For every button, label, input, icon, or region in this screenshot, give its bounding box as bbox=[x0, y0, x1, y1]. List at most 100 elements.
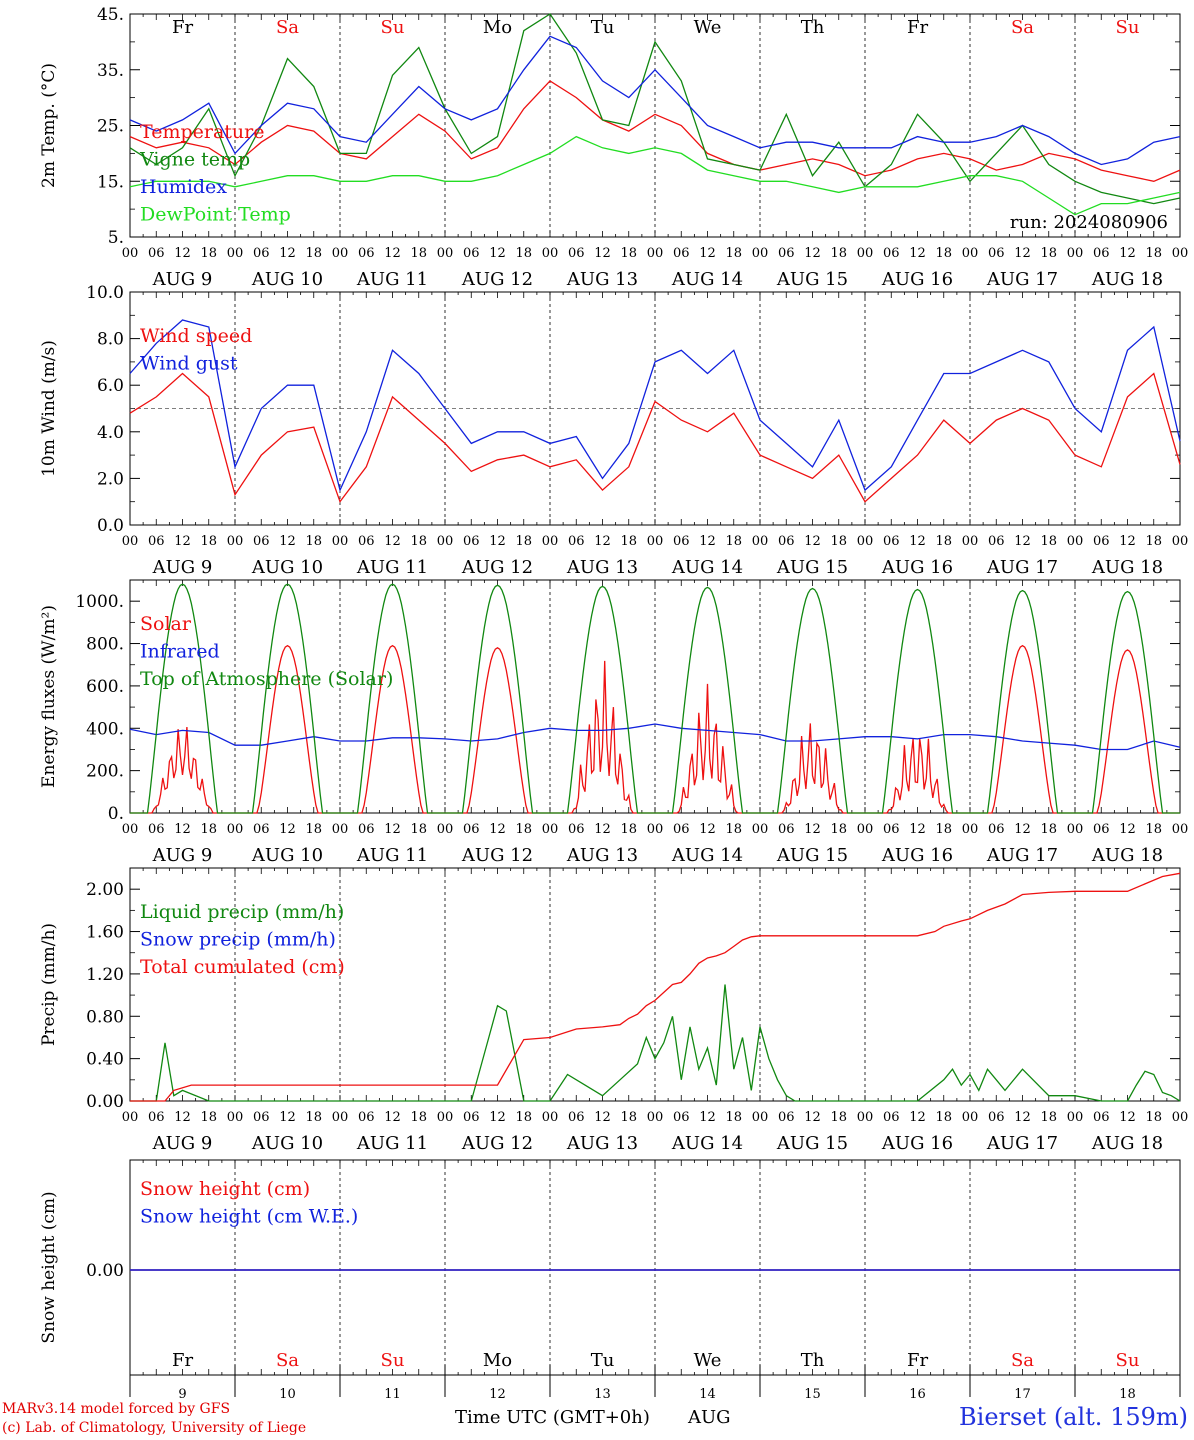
panel2-hour-label: 12 bbox=[909, 534, 926, 549]
panel4-hour-label: 18 bbox=[410, 1110, 427, 1125]
panel2-legend-wind-gust: Wind gust bbox=[140, 353, 238, 375]
panel1-hour-label: 12 bbox=[1119, 246, 1136, 261]
panel2-hour-label: 00 bbox=[227, 534, 244, 549]
panel3-hour-label: 06 bbox=[988, 822, 1005, 837]
panel1-hour-label: 12 bbox=[699, 246, 716, 261]
panel3-hour-label: 00 bbox=[857, 822, 874, 837]
panel3-date-label: AUG 15 bbox=[776, 845, 848, 866]
panel2-date-label: AUG 14 bbox=[671, 557, 743, 578]
panel2-hour-label: 00 bbox=[1172, 534, 1189, 549]
panel2-hour-label: 00 bbox=[962, 534, 979, 549]
panel2-hour-label: 18 bbox=[515, 534, 532, 549]
panel5-day-name: Tu bbox=[591, 1350, 615, 1371]
panel2-y-tick-label: 4.0 bbox=[97, 423, 124, 443]
panel1-hour-label: 06 bbox=[673, 246, 690, 261]
panel1-day-name: We bbox=[694, 17, 722, 38]
panel2-hour-label: 06 bbox=[463, 534, 480, 549]
panel2-date-label: AUG 17 bbox=[986, 557, 1058, 578]
panel4-hour-label: 12 bbox=[1014, 1110, 1031, 1125]
panel3-hour-label: 00 bbox=[647, 822, 664, 837]
panel3-date-label: AUG 14 bbox=[671, 845, 743, 866]
panel3-hour-label: 12 bbox=[1014, 822, 1031, 837]
panel3-date-label: AUG 11 bbox=[356, 845, 428, 866]
panel2-hour-label: 00 bbox=[752, 534, 769, 549]
site-label: Bierset (alt. 159m) bbox=[959, 1403, 1188, 1431]
panel3-hour-label: 18 bbox=[305, 822, 322, 837]
panel1-day-name: Mo bbox=[483, 17, 512, 38]
panel1-legend-vigne-temp: Vigne temp bbox=[139, 149, 250, 171]
panel2-hour-label: 18 bbox=[200, 534, 217, 549]
panel2-hour-label: 06 bbox=[883, 534, 900, 549]
panel4-legend-liquid-precip-mm-h: Liquid precip (mm/h) bbox=[140, 901, 344, 923]
panel2-date-label: AUG 16 bbox=[881, 557, 953, 578]
panel3-hour-label: 06 bbox=[463, 822, 480, 837]
panel4-date-label: AUG 15 bbox=[776, 1133, 848, 1154]
panel4-hour-label: 18 bbox=[1145, 1110, 1162, 1125]
panel1-date-label: AUG 12 bbox=[461, 269, 533, 290]
panel4-hour-label: 06 bbox=[883, 1110, 900, 1125]
panel3-hour-label: 18 bbox=[620, 822, 637, 837]
panel2-hour-label: 06 bbox=[568, 534, 585, 549]
panel2-series-wind-gust bbox=[129, 319, 1181, 493]
panel3-hour-label: 06 bbox=[1093, 822, 1110, 837]
panel2-date-label: AUG 11 bbox=[356, 557, 428, 578]
panel1-day-name: Sa bbox=[276, 17, 299, 38]
panel3-hour-label: 06 bbox=[148, 822, 165, 837]
panel2-y-tick-label: 10.0 bbox=[86, 283, 124, 303]
panel1-legend-humidex: Humidex bbox=[140, 176, 227, 198]
panel2-hour-label: 18 bbox=[935, 534, 952, 549]
panel4-legend-snow-precip-mm-h: Snow precip (mm/h) bbox=[140, 929, 336, 951]
panel2-hour-label: 12 bbox=[174, 534, 191, 549]
panel2-hour-label: 12 bbox=[489, 534, 506, 549]
panel2-hour-label: 18 bbox=[1040, 534, 1057, 549]
panel4-hour-label: 06 bbox=[778, 1110, 795, 1125]
panel2-hour-label: 00 bbox=[542, 534, 559, 549]
panel1-hour-label: 12 bbox=[174, 246, 191, 261]
panel3-hour-label: 00 bbox=[752, 822, 769, 837]
panel3-hour-label: 12 bbox=[384, 822, 401, 837]
panel3-date-label: AUG 18 bbox=[1091, 845, 1163, 866]
panel1-series-vigne-temp bbox=[129, 13, 1181, 205]
panel3-hour-label: 00 bbox=[437, 822, 454, 837]
panel4-y-tick-label: 0.00 bbox=[86, 1092, 124, 1112]
panel3-y-tick-label: 0. bbox=[108, 804, 124, 824]
panel2-series-wind-speed bbox=[129, 372, 1181, 504]
panel1-y-tick-label: 15. bbox=[97, 172, 124, 192]
panel4-hour-label: 12 bbox=[909, 1110, 926, 1125]
panel4-hour-label: 00 bbox=[542, 1110, 559, 1125]
panel4-hour-label: 12 bbox=[699, 1110, 716, 1125]
panel1-hour-label: 00 bbox=[1067, 246, 1084, 261]
panel4-hour-label: 06 bbox=[568, 1110, 585, 1125]
panel1-hour-label: 06 bbox=[778, 246, 795, 261]
panel1-hour-label: 06 bbox=[463, 246, 480, 261]
panel3-hour-label: 00 bbox=[332, 822, 349, 837]
panel3-hour-label: 18 bbox=[935, 822, 952, 837]
bottom-date-number: 16 bbox=[909, 1387, 926, 1402]
panel3-hour-label: 00 bbox=[1172, 822, 1189, 837]
bottom-date-number: 11 bbox=[384, 1387, 401, 1402]
panel1-y-tick-label: 35. bbox=[97, 61, 124, 81]
panel1-hour-label: 06 bbox=[253, 246, 270, 261]
panel1-y-tick-label: 25. bbox=[97, 117, 124, 137]
panel2-hour-label: 06 bbox=[253, 534, 270, 549]
panel3-hour-label: 06 bbox=[883, 822, 900, 837]
panel2-date-label: AUG 10 bbox=[251, 557, 323, 578]
panel4-legend-total-cumulated-cm: Total cumulated (cm) bbox=[140, 956, 345, 978]
panel4-hour-label: 06 bbox=[988, 1110, 1005, 1125]
panel4-date-label: AUG 17 bbox=[986, 1133, 1058, 1154]
panel1-hour-label: 00 bbox=[857, 246, 874, 261]
panel2-hour-label: 12 bbox=[699, 534, 716, 549]
panel1-hour-label: 12 bbox=[1014, 246, 1031, 261]
credit-lab: (c) Lab. of Climatology, University of L… bbox=[2, 1420, 307, 1436]
panel1-hour-label: 00 bbox=[1172, 246, 1189, 261]
panel4-hour-label: 06 bbox=[1093, 1110, 1110, 1125]
panel1-date-label: AUG 14 bbox=[671, 269, 743, 290]
panel4-y-tick-label: 1.60 bbox=[86, 923, 124, 943]
panel1-day-name: Su bbox=[381, 17, 405, 38]
panel1-date-label: AUG 11 bbox=[356, 269, 428, 290]
panel1-hour-label: 00 bbox=[227, 246, 244, 261]
panel1-date-label: AUG 13 bbox=[566, 269, 638, 290]
panel5-day-name: Mo bbox=[483, 1350, 512, 1371]
panel4-hour-label: 00 bbox=[332, 1110, 349, 1125]
bottom-axis-title: Time UTC (GMT+0h) bbox=[455, 1407, 650, 1428]
